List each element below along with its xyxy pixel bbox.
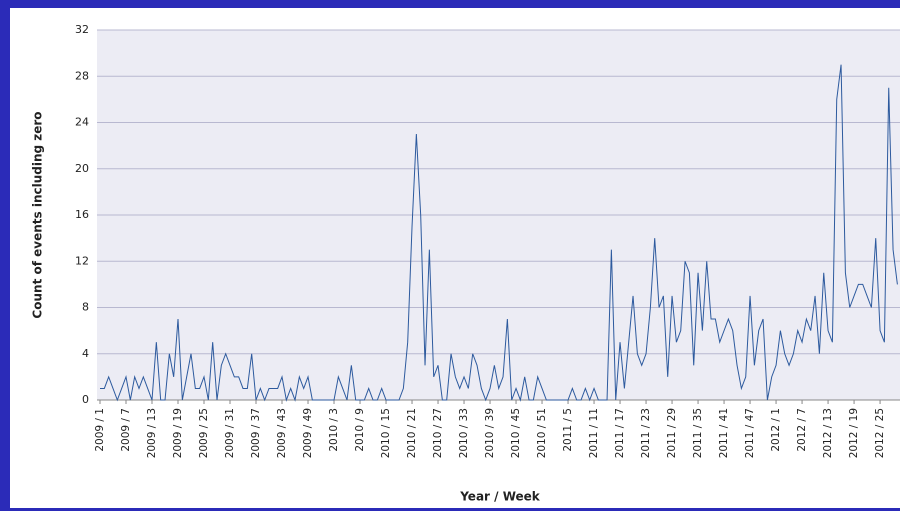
x-tick-label: 2012 / 25: [874, 408, 886, 458]
x-tick-label: 2009 / 7: [120, 408, 132, 452]
x-tick-label: 2009 / 13: [146, 408, 158, 458]
x-tick-label: 2010 / 45: [510, 408, 522, 458]
x-tick-label: 2010 / 21: [406, 408, 418, 458]
x-tick-label: 2010 / 33: [458, 408, 470, 458]
y-tick-label: 20: [75, 162, 89, 175]
x-tick-label: 2011 / 17: [614, 408, 626, 458]
x-tick-label: 2009 / 25: [198, 408, 210, 458]
x-tick-label: 2012 / 7: [796, 408, 808, 452]
x-tick-label: 2010 / 9: [354, 408, 366, 452]
x-tick-label: 2009 / 37: [250, 408, 262, 458]
x-tick-label: 2009 / 43: [276, 408, 288, 458]
x-tick-label: 2010 / 51: [536, 408, 548, 458]
y-axis-title: Count of events including zero: [31, 111, 45, 318]
x-tick-label: 2010 / 27: [432, 408, 444, 458]
x-tick-label: 2011 / 35: [692, 408, 704, 458]
x-tick-label: 2011 / 29: [666, 408, 678, 458]
x-axis-title: Year / Week: [459, 490, 541, 504]
y-tick-label: 32: [75, 23, 89, 36]
x-tick-label: 2009 / 31: [224, 408, 236, 458]
x-tick-label: 2009 / 19: [172, 408, 184, 458]
x-tick-label: 2011 / 5: [562, 408, 574, 452]
x-tick-label: 2011 / 47: [744, 408, 756, 458]
x-tick-label: 2011 / 23: [640, 408, 652, 458]
x-tick-label: 2012 / 1: [770, 408, 782, 452]
y-tick-label: 0: [82, 393, 89, 406]
x-tick-label: 2009 / 49: [302, 408, 314, 458]
y-tick-label: 8: [82, 301, 89, 314]
x-tick-label: 2011 / 41: [718, 408, 730, 458]
y-tick-label: 12: [75, 254, 89, 267]
y-tick-label: 28: [75, 69, 89, 82]
x-tick-label: 2012 / 19: [848, 408, 860, 458]
y-tick-label: 16: [75, 208, 89, 221]
data-line: [100, 64, 898, 402]
x-tick-label: 2012 / 13: [822, 408, 834, 458]
x-tick-label: 2010 / 3: [328, 408, 340, 452]
x-tick-label: 2011 / 11: [588, 408, 600, 458]
y-tick-label: 4: [82, 347, 89, 360]
x-tick-label: 2009 / 1: [94, 408, 106, 452]
y-tick-label: 24: [75, 116, 89, 129]
x-tick-label: 2010 / 15: [380, 408, 392, 458]
x-tick-label: 2010 / 39: [484, 408, 496, 458]
